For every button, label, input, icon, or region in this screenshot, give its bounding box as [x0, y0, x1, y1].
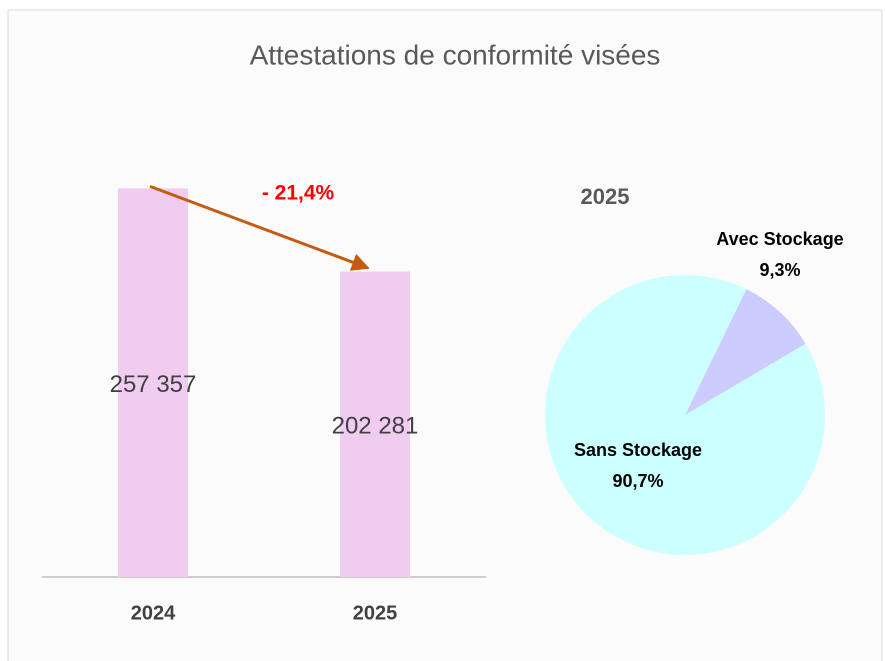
value-label: 202 281: [332, 413, 419, 440]
pie-title: 2025: [581, 184, 630, 209]
value-label: 257 357: [110, 371, 197, 398]
slice-value-label: 9,3%: [759, 260, 800, 280]
slice-value-label: 90,7%: [612, 471, 663, 491]
slice-label: Sans Stockage: [574, 440, 702, 460]
bar: [340, 271, 410, 577]
bar: [118, 188, 188, 577]
x-tick-label: 2025: [353, 602, 398, 624]
pie-slice: [545, 275, 825, 556]
x-tick-label: 2024: [131, 602, 176, 624]
trend-arrow: [149, 184, 370, 271]
chart-title: Attestations de conformité visées: [250, 39, 661, 70]
slice-label: Avec Stockage: [716, 229, 843, 249]
annotation: - 21,4%: [262, 182, 335, 205]
pie-slice: [685, 289, 806, 415]
